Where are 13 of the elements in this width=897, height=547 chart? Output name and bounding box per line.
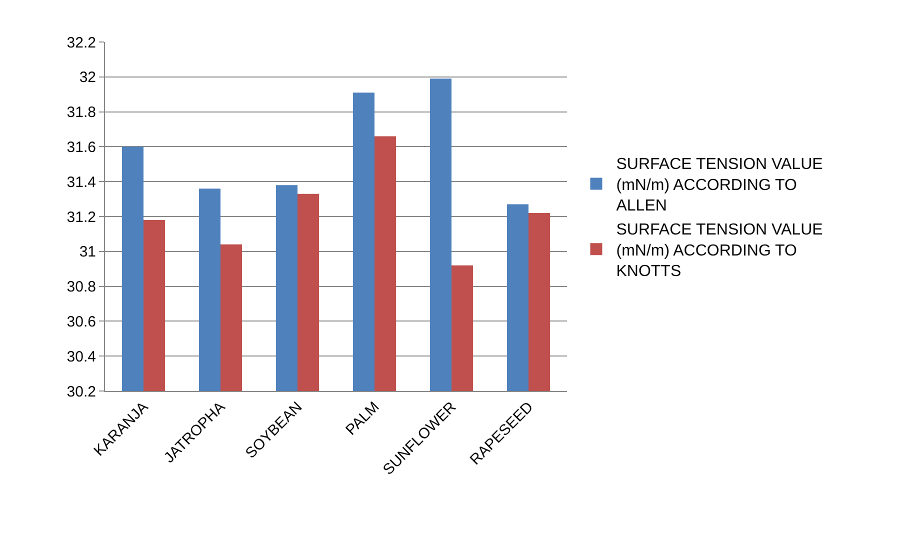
y-tick-label: 30.2: [66, 383, 96, 400]
legend-label: SURFACE TENSION VALUE (mN/m) ACCORDING TO KNOTTS: [616, 222, 823, 280]
y-tick-label: 30.4: [66, 348, 96, 366]
y-tick-label: 32: [79, 69, 96, 86]
legend-label: SURFACE TENSION VALUE (mN/m) ACCORDING TO ALLEN: [616, 156, 823, 215]
y-tick-label: 31.8: [66, 104, 96, 122]
y-tick-label: 31.6: [66, 138, 96, 156]
y-tick-label: 31.2: [66, 208, 96, 226]
y-tick-label: 31: [79, 244, 96, 261]
y-tick-label: 32.2: [66, 34, 96, 52]
y-tick-label: 31.4: [66, 174, 96, 191]
y-tick-label: 30.6: [66, 313, 96, 330]
y-tick-label: 30.8: [66, 278, 96, 296]
